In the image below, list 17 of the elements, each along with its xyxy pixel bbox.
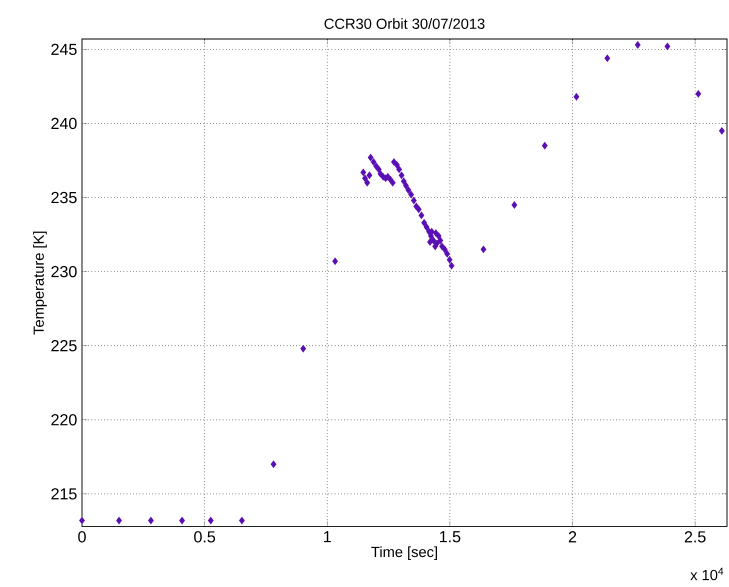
- x-tick-label: 0: [78, 531, 86, 542]
- y-tick-label: 240: [51, 118, 77, 130]
- x-tick-label: 1.5: [440, 531, 460, 542]
- x-tick-label: 2: [568, 531, 576, 542]
- y-tick-label: 225: [51, 340, 77, 352]
- y-tick-label: 245: [51, 44, 77, 56]
- y-tick-label: 230: [51, 266, 77, 278]
- text: x 10$^{4}$: [690, 568, 724, 580]
- x-tick-label: 1: [324, 531, 331, 542]
- y-tick-label: 235: [51, 192, 77, 204]
- x-tick-label: 2.5: [684, 531, 706, 542]
- y-axis-title: Temperature [K]: [33, 232, 47, 335]
- y-tick-label: 215: [51, 488, 77, 500]
- x-axis-title: Time [sec]: [371, 546, 437, 560]
- x-tick-label: 0.5: [194, 531, 216, 542]
- y-tick-label: 220: [51, 414, 77, 426]
- chart-title: CCR30 Orbit 30/07/2013: [324, 18, 485, 29]
